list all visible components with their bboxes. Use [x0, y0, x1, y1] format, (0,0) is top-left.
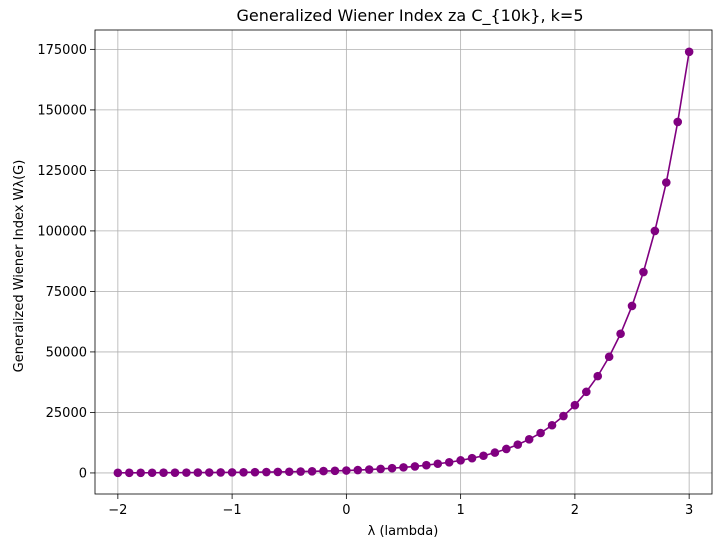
- y-tick-label: 75000: [46, 285, 87, 300]
- grid: [95, 30, 712, 494]
- data-point: [502, 444, 511, 454]
- data-point: [467, 453, 477, 463]
- data-point: [570, 400, 580, 410]
- data-point: [684, 47, 694, 57]
- data-point: [456, 456, 465, 465]
- data-point: [147, 468, 157, 478]
- y-tick-label: 25000: [46, 406, 87, 421]
- y-tick-label: 150000: [37, 103, 87, 118]
- data-point: [559, 411, 568, 421]
- data-point: [124, 468, 134, 478]
- data-point: [673, 117, 683, 127]
- y-tick-label: 175000: [37, 43, 87, 58]
- data-point: [513, 440, 523, 449]
- data-point: [250, 467, 260, 477]
- plot-frame: [94, 29, 713, 495]
- y-axis-label: Generalized Wiener Index Wλ(G): [12, 160, 27, 373]
- data-point: [650, 226, 660, 236]
- data-point: [159, 468, 168, 478]
- x-tick-label: −2: [108, 503, 127, 518]
- y-tick-label: 100000: [37, 224, 87, 239]
- series-layer: [113, 47, 694, 478]
- data-point: [113, 468, 123, 478]
- data-point: [444, 457, 454, 467]
- y-tick-label: 0: [79, 466, 87, 481]
- x-tick-label: 1: [456, 503, 464, 518]
- data-point: [170, 468, 180, 477]
- data-point: [182, 468, 191, 477]
- data-point: [479, 451, 488, 461]
- data-point: [627, 301, 637, 311]
- data-point: [136, 468, 146, 478]
- data-point: [296, 467, 305, 476]
- x-axis: −2 −1 0 1 2 3: [108, 494, 693, 518]
- data-point: [227, 468, 237, 477]
- data-point: [593, 371, 603, 381]
- x-axis-label: λ (lambda): [368, 524, 439, 539]
- chart-title: Generalized Wiener Index za C_{10k}, k=5: [237, 6, 584, 26]
- data-point: [319, 466, 328, 476]
- y-tick-label: 125000: [37, 164, 87, 179]
- data-point: [410, 462, 420, 471]
- y-tick-label: 50000: [46, 345, 87, 360]
- data-point: [376, 464, 385, 474]
- x-tick-label: 2: [571, 503, 579, 518]
- data-point: [604, 352, 614, 362]
- x-tick-label: −1: [223, 503, 242, 518]
- data-point: [433, 459, 443, 469]
- data-point: [273, 467, 283, 477]
- y-axis: 0 25000 50000 75000 100000 125000 150000 175000: [37, 43, 95, 481]
- data-point: [536, 428, 545, 438]
- data-point: [193, 468, 203, 477]
- data-point: [547, 420, 557, 430]
- data-point: [422, 460, 431, 470]
- data-point: [284, 467, 294, 477]
- series-line: [117, 51, 690, 474]
- data-point: [239, 467, 248, 477]
- data-point: [204, 468, 214, 477]
- data-point: [616, 329, 625, 339]
- data-point: [364, 465, 374, 474]
- data-point: [216, 468, 225, 477]
- data-point: [524, 434, 534, 444]
- data-point: [639, 267, 648, 277]
- x-tick-label: 0: [342, 503, 350, 518]
- data-point: [342, 466, 351, 475]
- data-point: [399, 463, 408, 472]
- x-tick-label: 3: [685, 503, 693, 518]
- data-point: [353, 465, 363, 475]
- data-point: [307, 467, 317, 476]
- data-point: [387, 463, 397, 473]
- data-point: [490, 448, 500, 457]
- data-point: [661, 178, 671, 187]
- data-point: [582, 387, 591, 397]
- data-point: [330, 466, 340, 476]
- data-point: [262, 467, 271, 477]
